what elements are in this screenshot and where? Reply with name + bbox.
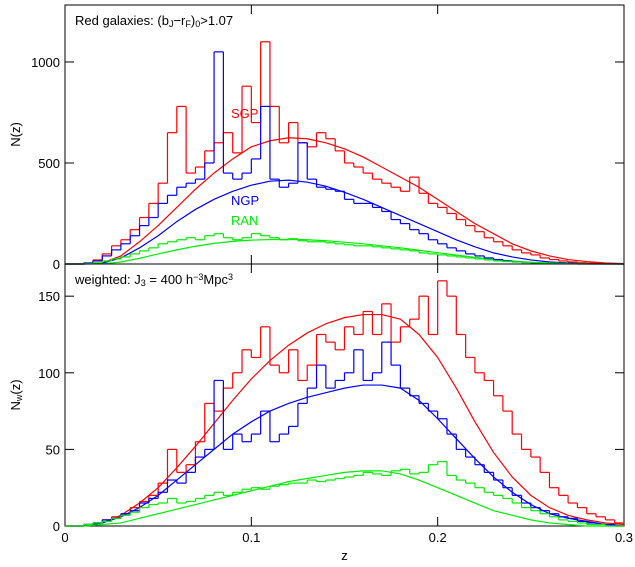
x-tick-label: 0.2 (429, 530, 447, 545)
annotation-part: 3 (228, 272, 233, 282)
annotation-part: weighted: J (74, 272, 141, 287)
annotation-part: Red galaxies: (b (75, 13, 169, 28)
y-axis-label-part: w (14, 394, 24, 402)
annotation-part: 3 (141, 278, 146, 288)
y-tick-label: 1000 (31, 55, 60, 70)
annotation-part: 0 (195, 19, 200, 29)
plot-frame (64, 263, 625, 527)
smooth-curve (65, 470, 624, 527)
annotation: Red galaxies: (bJ−rF)0>1.07 (75, 13, 233, 29)
step-riser (83, 41, 616, 264)
series-label: RAN (231, 213, 258, 228)
y-tick-label: 150 (38, 289, 60, 304)
annotation-part: Mpc (203, 272, 228, 287)
annotation: weighted: J3 = 400 h−3Mpc3 (74, 272, 233, 288)
y-axis-label-part: N(z) (8, 122, 23, 147)
y-tick-label: 50 (46, 442, 60, 457)
y-axis-label-part: (z) (8, 379, 23, 394)
y-tick-label: 500 (38, 156, 60, 171)
annotation-part: >1.07 (200, 13, 233, 28)
annotation-part: −3 (193, 272, 203, 282)
x-tick-label: 0 (61, 530, 68, 545)
annotation-part: = 400 h (146, 272, 193, 287)
annotation-part: J (169, 19, 174, 29)
y-tick-label: 0 (53, 519, 60, 534)
x-tick-label: 0.3 (615, 530, 633, 545)
y-axis-label: Nw(z) (8, 379, 24, 410)
series-label: NGP (231, 193, 259, 208)
smooth-curve (65, 238, 624, 265)
step-riser (83, 461, 606, 526)
y-axis-label: N(z) (8, 122, 23, 147)
y-tick-label: 100 (38, 366, 60, 381)
smooth-curve (65, 137, 625, 265)
y-axis-label-part: N (8, 401, 23, 410)
y-tick-label: 0 (53, 257, 60, 272)
x-tick-label: 0.1 (242, 530, 260, 545)
annotation-part: −r (173, 13, 186, 28)
annotation-part: F (185, 19, 191, 29)
x-axis-label: z (341, 548, 348, 563)
annotation-part: ) (191, 13, 195, 28)
series-label: SGP (231, 106, 258, 121)
